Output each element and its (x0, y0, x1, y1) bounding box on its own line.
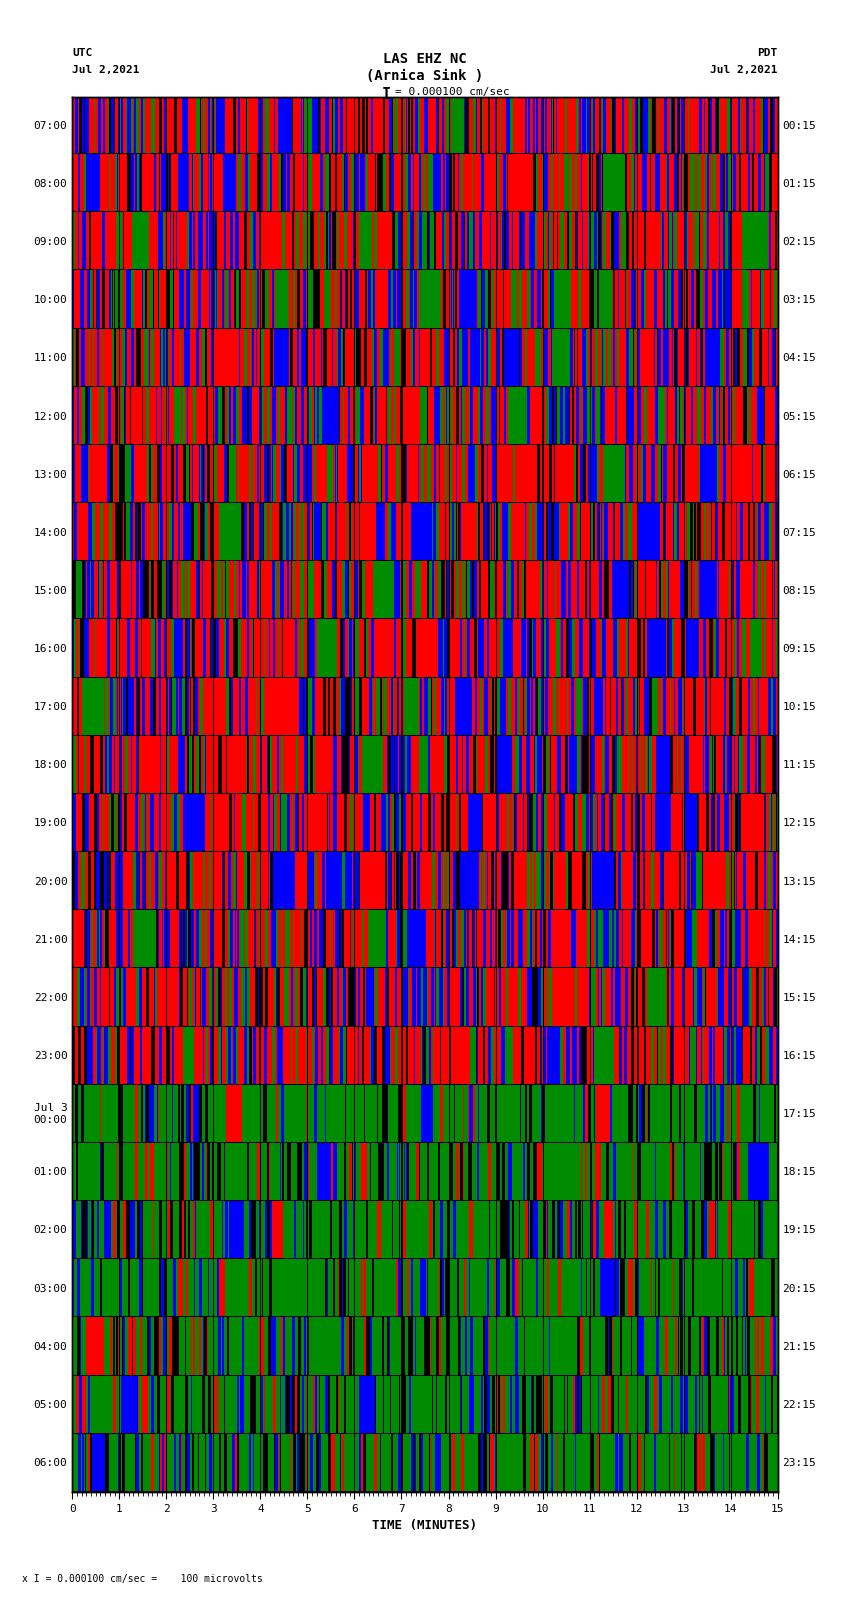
Text: Jul 2,2021: Jul 2,2021 (72, 65, 139, 74)
Text: Jul 2,2021: Jul 2,2021 (711, 65, 778, 74)
Text: = 0.000100 cm/sec: = 0.000100 cm/sec (395, 87, 510, 97)
X-axis label: TIME (MINUTES): TIME (MINUTES) (372, 1519, 478, 1532)
Text: LAS EHZ NC: LAS EHZ NC (383, 52, 467, 66)
Text: x I = 0.000100 cm/sec =    100 microvolts: x I = 0.000100 cm/sec = 100 microvolts (22, 1574, 263, 1584)
Text: I: I (382, 87, 391, 102)
Text: PDT: PDT (757, 48, 778, 58)
Text: (Arnica Sink ): (Arnica Sink ) (366, 69, 484, 84)
Text: UTC: UTC (72, 48, 93, 58)
